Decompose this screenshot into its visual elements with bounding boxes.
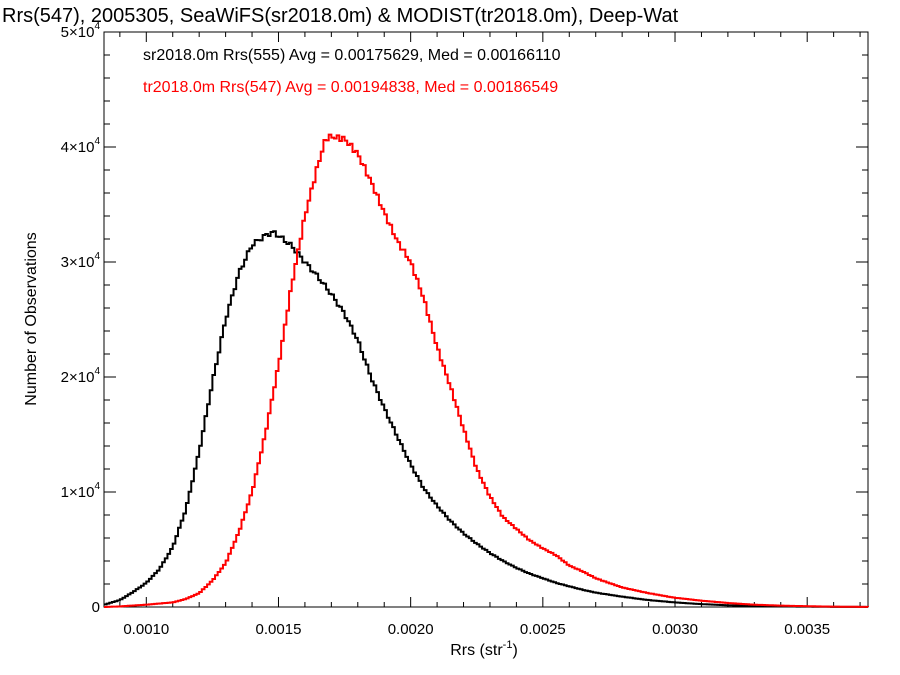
y-tick-label: 5×104 bbox=[61, 21, 101, 41]
x-tick-label: 0.0030 bbox=[652, 621, 698, 638]
x-axis-label-close: ) bbox=[512, 642, 517, 659]
chart-title: Rrs(547), 2005305, SeaWiFS(sr2018.0m) & … bbox=[2, 5, 679, 27]
legend-entry-sr2018: sr2018.0m Rrs(555) Avg = 0.00175629, Med… bbox=[143, 47, 561, 64]
x-tick-label: 0.0020 bbox=[388, 621, 434, 638]
series-layer bbox=[104, 133, 869, 608]
x-axis-label: Rrs (str-1) bbox=[450, 639, 518, 659]
y-axis-label: Number of Observations bbox=[23, 232, 40, 405]
x-axis-label-text: Rrs (str bbox=[450, 642, 503, 659]
y-tick-label: 3×104 bbox=[61, 251, 101, 271]
x-tick-label: 0.0035 bbox=[784, 621, 830, 638]
series-line-0 bbox=[104, 230, 868, 608]
x-tick-label: 0.0010 bbox=[123, 621, 169, 638]
series-line-1 bbox=[104, 133, 869, 608]
legend: sr2018.0m Rrs(555) Avg = 0.00175629, Med… bbox=[143, 47, 561, 96]
x-tick-label: 0.0025 bbox=[520, 621, 566, 638]
x-tick-label: 0.0015 bbox=[256, 621, 302, 638]
axis-ticks: 0.0010 0.0015 0.0020 0.0025 0.0030 0.0035 0 1×1… bbox=[61, 21, 868, 638]
legend-entry-tr2018: tr2018.0m Rrs(547) Avg = 0.00194838, Med… bbox=[143, 79, 558, 96]
y-tick-label: 0 bbox=[92, 599, 100, 616]
y-tick-label: 2×104 bbox=[61, 366, 101, 386]
plot-area-frame bbox=[103, 31, 869, 608]
y-tick-label: 1×104 bbox=[61, 481, 101, 501]
x-axis-label-exponent: -1 bbox=[503, 639, 513, 651]
y-tick-label: 4×104 bbox=[61, 136, 101, 156]
